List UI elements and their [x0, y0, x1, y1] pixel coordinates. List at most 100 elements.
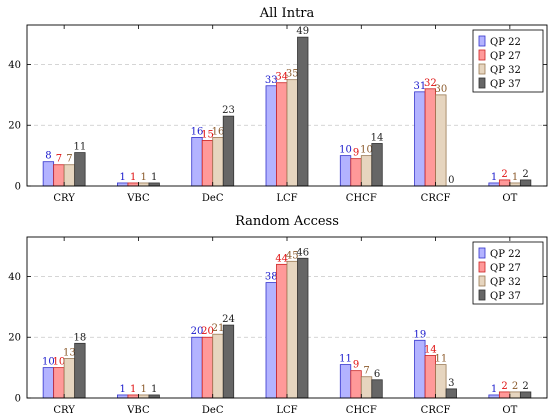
- bar-ot-qp27: [498, 391, 511, 399]
- legend-label: QP 22: [490, 37, 521, 48]
- legend-label: QP 32: [490, 65, 521, 76]
- bar-vbc-qp27: [127, 394, 139, 399]
- bar-cry-qp32: [63, 164, 76, 187]
- bar-dec-qp27: [201, 336, 214, 399]
- data-label: 1: [130, 172, 136, 183]
- data-label: 2: [522, 169, 528, 180]
- legend-swatch: [478, 49, 486, 61]
- bar-chcf-qp22: [339, 364, 352, 399]
- data-label: 35: [286, 69, 299, 80]
- bar-chcf-qp37: [371, 379, 383, 399]
- data-label: 0: [448, 175, 454, 186]
- data-label: 1: [130, 384, 136, 395]
- chart-title: All Intra: [259, 6, 315, 21]
- data-label: 8: [45, 151, 51, 162]
- legend-swatch: [478, 247, 486, 259]
- bar-dec-qp27: [201, 140, 214, 187]
- bar-chcf-qp32: [360, 155, 373, 187]
- bar-dec-qp32: [212, 333, 224, 399]
- x-tick-label: CRCF: [421, 405, 451, 416]
- legend-swatch: [478, 261, 486, 273]
- legend-label: QP 27: [490, 263, 521, 274]
- bar-lcf-qp27: [276, 82, 288, 187]
- bar-ot-qp32: [509, 391, 521, 399]
- x-tick-label: CHCF: [346, 405, 377, 416]
- legend: QP 22 QP 27 QP 32 QP 37: [472, 29, 544, 93]
- data-label: 15: [201, 129, 214, 140]
- bar-ot-qp37: [519, 179, 532, 187]
- data-label: 2: [501, 381, 507, 392]
- bar-lcf-qp32: [286, 260, 298, 399]
- bar-vbc-qp37: [148, 182, 160, 187]
- x-tick-label: CRCF: [421, 193, 451, 204]
- data-label: 46: [296, 247, 309, 258]
- data-label: 1: [140, 172, 146, 183]
- bar-ot-qp37: [519, 391, 532, 399]
- x-tick-label: OT: [502, 193, 517, 204]
- x-tick-label: DeC: [202, 405, 224, 416]
- data-label: 1: [512, 172, 518, 183]
- data-label: 44: [275, 253, 288, 264]
- data-label: 2: [522, 381, 528, 392]
- y-tick-label: 0: [15, 394, 21, 405]
- data-label: 7: [363, 366, 369, 377]
- data-label: 21: [212, 323, 225, 334]
- bar-dec-qp37: [222, 115, 235, 187]
- bar-chcf-qp32: [360, 376, 373, 399]
- bar-cry-qp37: [74, 152, 86, 187]
- data-label: 45: [286, 250, 299, 261]
- data-label: 7: [66, 154, 72, 165]
- bar-chcf-qp27: [350, 370, 362, 399]
- bar-vbc-qp32: [138, 182, 150, 187]
- legend-swatch: [478, 63, 486, 75]
- legend: QP 22 QP 27 QP 32 QP 37: [472, 241, 544, 305]
- data-label: 10: [339, 145, 352, 156]
- bar-lcf-qp32: [286, 79, 298, 187]
- data-label: 32: [424, 78, 437, 89]
- bar-crcf-qp37: [445, 388, 457, 399]
- legend-swatch: [478, 275, 486, 287]
- data-label: 19: [413, 329, 426, 340]
- bar-cry-qp22: [42, 161, 55, 187]
- data-label: 6: [374, 369, 380, 380]
- x-tick-label: LCF: [276, 193, 297, 204]
- bar-chcf-qp27: [350, 158, 362, 187]
- data-label: 18: [74, 332, 87, 343]
- bar-dec-qp22: [191, 136, 203, 187]
- data-label: 1: [151, 172, 157, 183]
- bar-ot-qp32: [509, 182, 521, 187]
- bar-dec-qp22: [191, 336, 203, 399]
- legend-label: QP 37: [490, 291, 521, 302]
- data-label: 23: [222, 105, 235, 116]
- bar-cry-qp27: [53, 164, 65, 187]
- bar-vbc-qp22: [117, 394, 129, 399]
- data-label: 24: [222, 314, 235, 325]
- bar-chcf-qp37: [371, 143, 383, 187]
- y-tick-label: 40: [8, 272, 21, 283]
- data-label: 1: [151, 384, 157, 395]
- bar-cry-qp32: [63, 358, 76, 399]
- x-tick-label: CHCF: [346, 193, 377, 204]
- data-label: 1: [119, 384, 125, 395]
- data-label: 10: [53, 357, 66, 368]
- data-label: 31: [413, 81, 426, 92]
- bar-dec-qp37: [222, 324, 235, 399]
- data-label: 14: [424, 344, 437, 355]
- bar-vbc-qp22: [117, 182, 129, 187]
- data-label: 13: [63, 348, 76, 359]
- data-label: 11: [434, 354, 447, 365]
- data-label: 20: [191, 326, 204, 337]
- bar-dec-qp32: [212, 136, 224, 187]
- bar-ot-qp27: [498, 179, 511, 187]
- bar-cry-qp27: [53, 367, 65, 399]
- data-label: 1: [119, 172, 125, 183]
- data-label: 9: [353, 148, 359, 159]
- legend-label: QP 27: [490, 51, 521, 62]
- x-tick-label: CRY: [53, 193, 75, 204]
- x-tick-label: CRY: [53, 405, 75, 416]
- x-tick-label: OT: [502, 405, 517, 416]
- bar-vbc-qp37: [148, 394, 160, 399]
